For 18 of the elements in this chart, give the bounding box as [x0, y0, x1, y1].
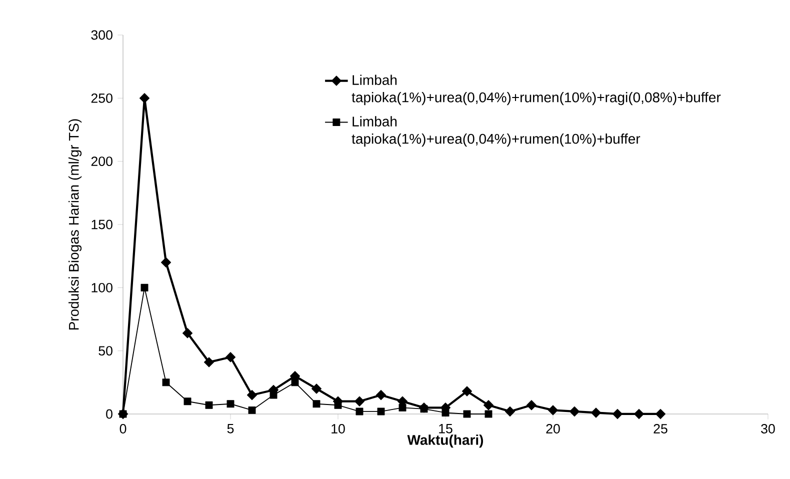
y-axis-title: Produksi Biogas Harian (ml/gr TS)	[68, 119, 82, 330]
y-tick-label: 0	[106, 409, 112, 419]
x-tick-label: 5	[227, 424, 234, 434]
x-tick-label: 10	[332, 424, 345, 434]
y-tick-label: 300	[91, 30, 112, 40]
x-tick-label: 20	[546, 424, 560, 434]
legend-label: Limbah tapioka(1%)+urea(0,04%)+rumen(10%)+buffer	[352, 116, 640, 147]
y-tick-label: 100	[92, 282, 112, 292]
x-tick-label: 15	[439, 424, 452, 434]
y-tick-label: 150	[92, 220, 112, 230]
x-axis-title: Waktu(hari)	[407, 434, 484, 448]
y-tick-label: 50	[98, 346, 112, 356]
x-tick-label: 0	[120, 424, 126, 434]
y-tick-label: 200	[91, 156, 112, 166]
x-tick-label: 25	[654, 424, 668, 434]
x-tick-label: 30	[761, 424, 775, 434]
legend-label: Limbah tapioka(1%)+urea(0,04%)+rumen(10%)+ragi(0,08%)+buffer	[352, 74, 721, 106]
y-tick-label: 250	[91, 93, 112, 103]
